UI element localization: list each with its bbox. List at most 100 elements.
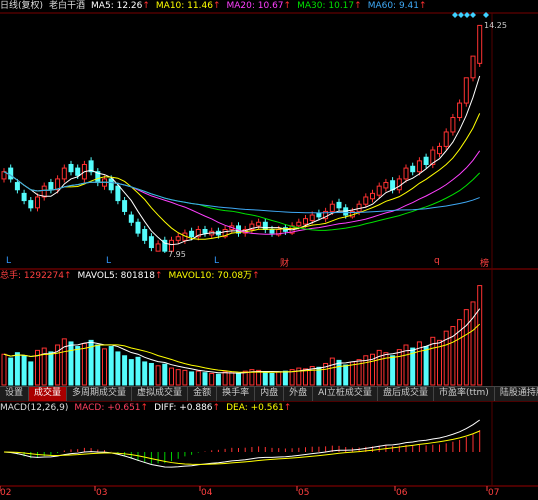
candle-body: [142, 228, 148, 241]
up-arrow: ↑: [419, 1, 427, 11]
volume-bar: [108, 346, 114, 386]
marker: 榜: [480, 259, 490, 269]
tab[interactable]: 多周期成交量: [67, 387, 133, 401]
candle-body: [437, 145, 442, 155]
candle-body: [68, 163, 74, 173]
up-arrow: ↑: [283, 1, 292, 11]
volume-bar: [370, 353, 375, 386]
volume-bar: [169, 367, 174, 386]
volume-bar: [256, 369, 262, 386]
volume-bar: [309, 366, 315, 386]
candle-body: [383, 182, 389, 189]
volume-bar: [236, 372, 241, 386]
tab[interactable]: 市盈率(ttm): [434, 387, 495, 401]
tab[interactable]: 内盘: [255, 387, 285, 401]
volume-bar: [296, 367, 302, 386]
candle-body: [8, 167, 14, 180]
marker: L: [214, 256, 220, 266]
volume-bar: [383, 352, 389, 386]
volume-bar: [8, 357, 14, 386]
candle-body: [463, 77, 469, 104]
candle-body: [450, 117, 456, 133]
candle-body: [303, 218, 308, 225]
tab[interactable]: 盘后成交量: [378, 387, 434, 401]
candle-body: [457, 102, 463, 119]
volume-bar: [81, 342, 87, 386]
candle-body: [61, 167, 67, 180]
volume-bar: [128, 359, 134, 386]
macd-legend: MACD: +0.651: [74, 403, 141, 413]
volume-bar: [209, 372, 215, 386]
volume-bar: [477, 285, 483, 386]
volume-bar: [423, 346, 429, 386]
candle-body: [376, 185, 382, 196]
candle-body: [249, 223, 255, 230]
volume-bar: [289, 369, 295, 386]
volume-bar: [35, 349, 40, 386]
candle-body: [162, 239, 168, 252]
candle-body: [14, 182, 20, 191]
tab[interactable]: 陆股通持股: [495, 387, 538, 401]
volume-bar: [189, 371, 195, 386]
volume-bar: [162, 363, 168, 386]
tab[interactable]: 虚拟成交量: [132, 387, 189, 401]
volume-bar: [396, 349, 402, 386]
volume-bar: [175, 369, 181, 386]
volume-bar: [21, 355, 27, 386]
tab[interactable]: 换手率: [217, 387, 256, 401]
volume-bar: [329, 357, 335, 386]
date-label: 03: [96, 488, 108, 498]
volume-bar: [343, 364, 349, 386]
volume-bar: [336, 359, 342, 386]
marker: L: [6, 256, 12, 266]
candle-body: [403, 167, 409, 180]
candle-body: [309, 214, 315, 221]
volume-bar: [95, 344, 101, 386]
up-arrow: ↑: [354, 1, 362, 11]
candle-body: [148, 236, 154, 249]
date-label: 02: [0, 488, 12, 498]
ma-legend: MA10: 11.46: [155, 1, 213, 11]
diff-line: [3, 419, 480, 468]
volume-bar: [14, 352, 20, 386]
total-volume: 总手: 1292274: [0, 271, 64, 281]
volume-bar: [61, 338, 67, 386]
volume-bar: [142, 361, 148, 386]
candle-body: [256, 221, 262, 227]
indicator-tabs: 设置 成交量 多周期成交量 虚拟成交量 金额 换手率 内盘 外盘 AI立桩成交量 盘后成交量 市盈率…: [0, 386, 538, 401]
mavol-line: [3, 323, 481, 373]
candle-body: [416, 160, 422, 173]
up-arrow: ↑: [283, 403, 292, 413]
tab[interactable]: AI立桩成交量: [313, 387, 378, 401]
volume-bar: [463, 309, 469, 386]
marker: 财: [280, 259, 290, 269]
tab[interactable]: 外盘: [284, 387, 314, 401]
tab[interactable]: 设置: [0, 387, 30, 401]
date-label: 04: [201, 488, 213, 498]
macd-header: MACD(12,26,9) MACD: +0.651 ↑ DIFF: +0.886 ↑…: [0, 402, 291, 414]
ma-line: [3, 75, 481, 246]
candle-body: [477, 24, 483, 64]
mavol-legend: MAVOL10: 70.08万: [168, 271, 253, 281]
up-arrow: ↑: [142, 1, 150, 11]
candle-body: [323, 210, 329, 220]
up-arrow: ↑: [154, 271, 163, 281]
candle-body: [175, 236, 181, 241]
volume-bar: [102, 348, 107, 386]
ma-legend: MA30: 10.17: [297, 1, 355, 11]
candle-body: [155, 243, 161, 252]
volume-bar: [215, 373, 221, 386]
volume-bar: [430, 336, 436, 386]
volume-bar: [356, 359, 362, 386]
tab[interactable]: 成交量: [29, 387, 68, 401]
ma-line: [3, 113, 481, 240]
volume-bar: [262, 372, 268, 386]
tab[interactable]: 金额: [188, 387, 218, 401]
volume-bar: [470, 301, 476, 386]
ma-line: [3, 150, 481, 235]
volume-bar: [148, 362, 154, 386]
volume-bar: [323, 362, 329, 386]
date-ticks: [0, 486, 488, 491]
